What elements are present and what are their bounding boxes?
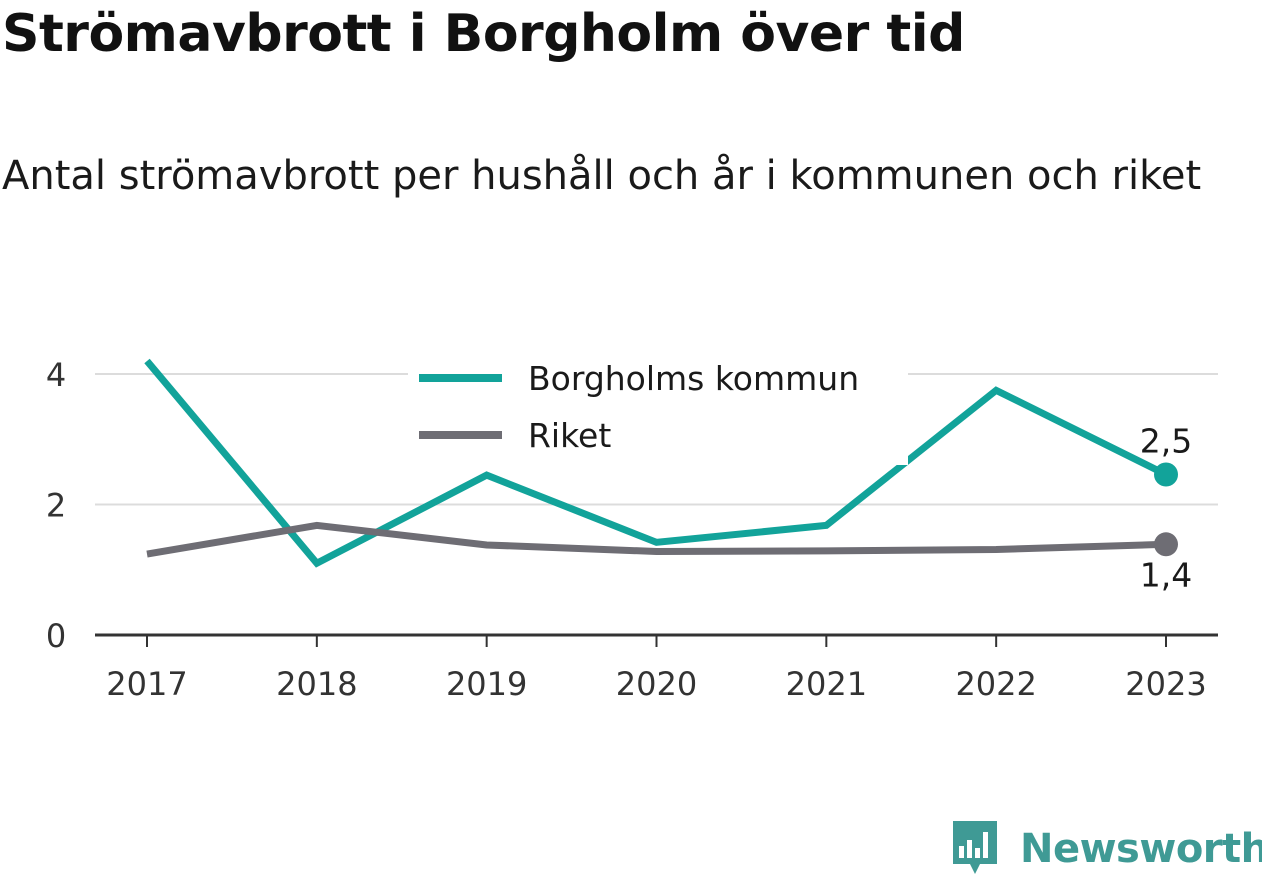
- legend-background: [408, 350, 908, 465]
- x-tick-label: 2020: [616, 665, 697, 703]
- series-end-point: [1154, 532, 1178, 557]
- series-end-label: 1,4: [1140, 555, 1192, 594]
- x-tick-label: 2018: [276, 665, 357, 703]
- legend-entry: Borgholms kommun: [528, 359, 859, 398]
- x-axis: 2017 2018 2019 2020 2021 2022 2023: [95, 633, 1218, 703]
- y-tick-label: 4: [46, 356, 66, 394]
- x-tick-label: 2023: [1125, 665, 1206, 703]
- x-tick-label: 2019: [446, 665, 527, 703]
- end-labels: 2,5 1,4: [1140, 421, 1192, 594]
- brand-name: Newsworthy: [1020, 826, 1262, 872]
- legend-entry: Riket: [528, 416, 611, 455]
- chart-subtitle: Antal strömavbrott per hushåll och år i …: [2, 153, 1202, 199]
- series-line-2: [146, 521, 1167, 558]
- x-tick-label: 2017: [106, 665, 187, 703]
- legend: Borgholms kommun Riket: [408, 350, 908, 465]
- y-axis: 0 2 4: [46, 356, 66, 655]
- series-end-point: [1154, 462, 1178, 487]
- series-end-label: 2,5: [1140, 421, 1192, 460]
- bar-chart-speech-bubble-icon: [953, 821, 997, 874]
- newsworthy-logo: Newsworthy: [950, 818, 1262, 880]
- x-tick-label: 2021: [786, 665, 867, 703]
- chart-title: Strömavbrott i Borgholm över tid: [2, 4, 965, 64]
- y-tick-label: 2: [46, 487, 66, 525]
- x-tick-label: 2022: [955, 665, 1036, 703]
- y-tick-label: 0: [46, 617, 66, 655]
- series-line-1: [144, 358, 1168, 568]
- series-lines: [144, 358, 1178, 568]
